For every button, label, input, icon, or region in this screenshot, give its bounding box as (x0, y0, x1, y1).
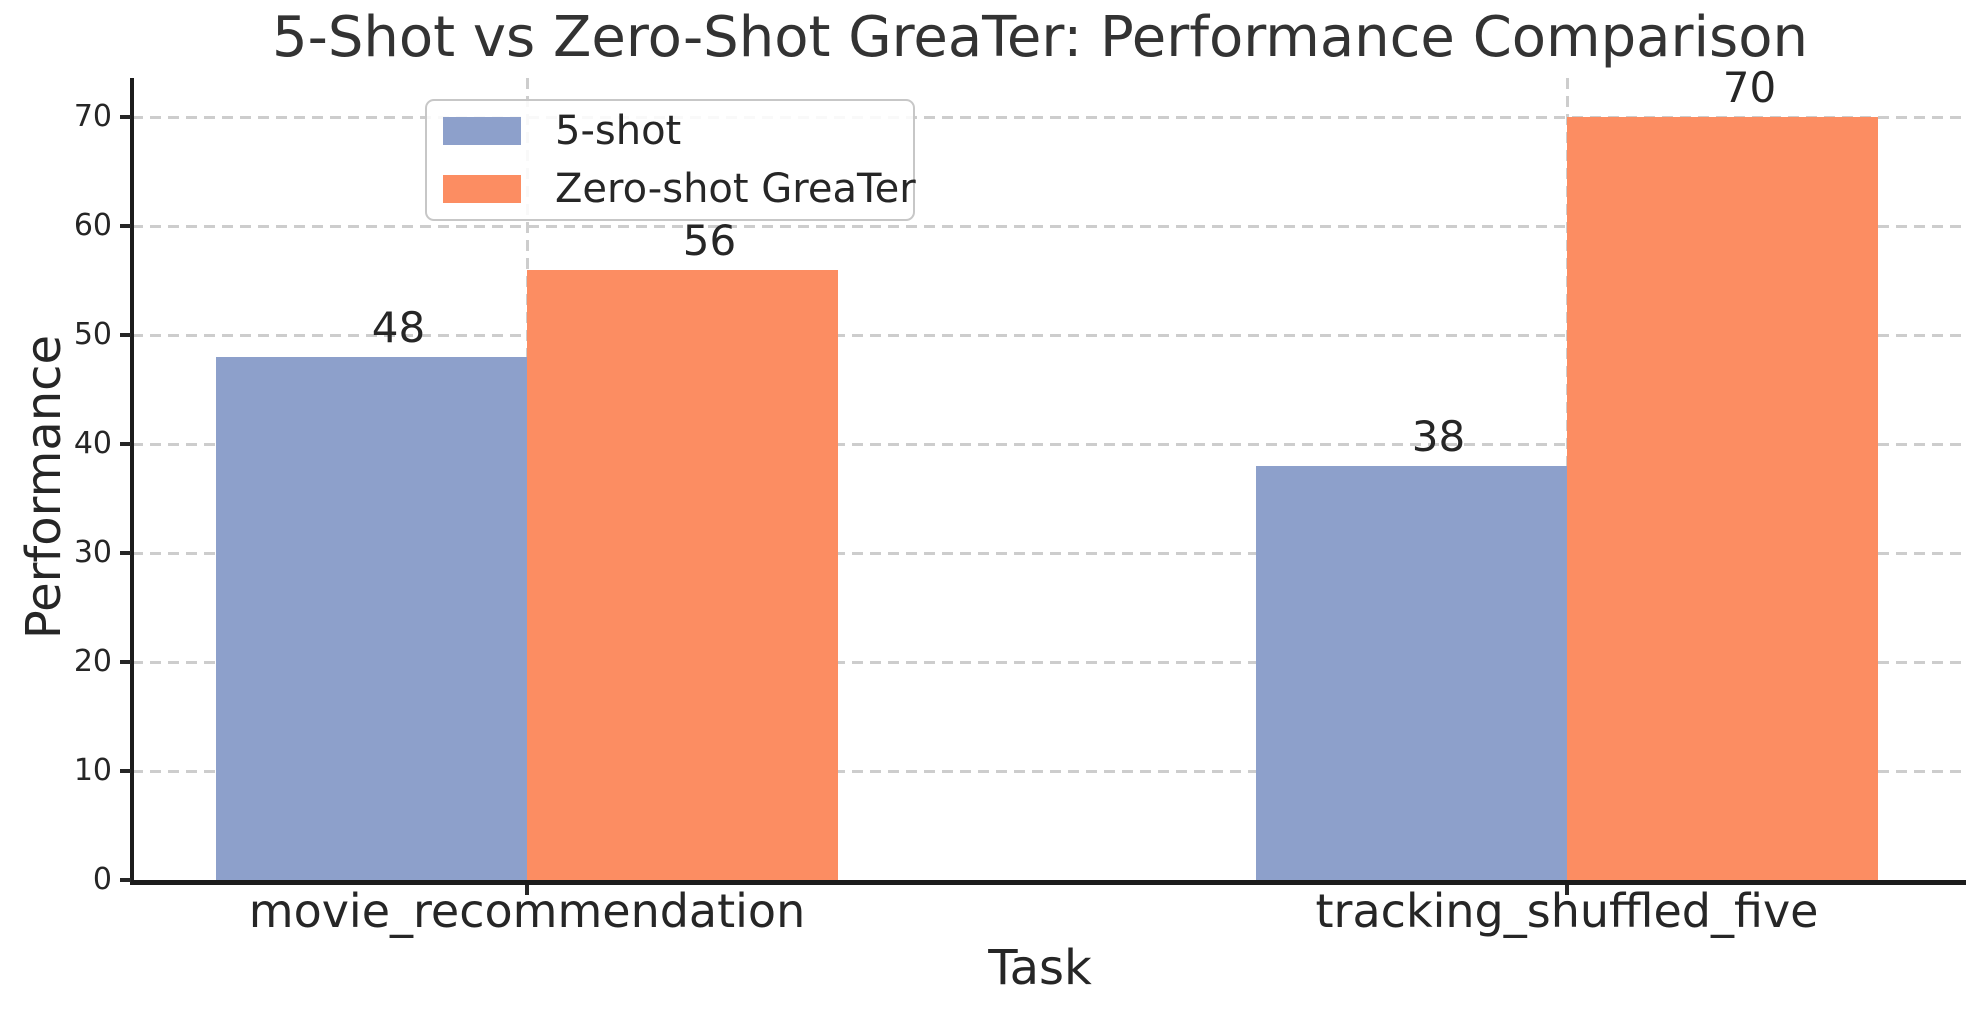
legend-swatch-icon (443, 175, 521, 203)
y-tick-label: 60 (73, 208, 112, 243)
y-tick-mark (120, 115, 131, 119)
y-tick-label: 70 (73, 99, 112, 134)
x-tick-mark (1565, 885, 1569, 895)
legend-swatch-icon (443, 117, 521, 145)
bar-value-label: 70 (1722, 63, 1777, 112)
y-tick-label: 50 (73, 317, 112, 352)
gridline-horizontal (132, 442, 1962, 446)
bar-5-shot-tracking_shuffled_five (1256, 465, 1567, 880)
chart-title: 5-Shot vs Zero-Shot GreaTer: Performance… (272, 5, 1808, 70)
y-tick-label: 30 (73, 535, 112, 570)
gridline-horizontal (132, 769, 1962, 773)
bar-zero-shot-greater-movie_recommendation (527, 269, 838, 880)
y-tick-label: 0 (92, 862, 112, 897)
x-axis-label: Task (988, 940, 1092, 996)
gridline-horizontal (132, 224, 1962, 228)
x-axis-spine (130, 880, 1966, 885)
y-tick-label: 10 (73, 753, 112, 788)
y-axis-label: Performance (16, 334, 72, 640)
x-tick-label: movie_recommendation (248, 884, 806, 938)
y-tick-mark (120, 224, 131, 228)
y-tick-mark (120, 660, 131, 664)
legend-label: Zero-shot GreaTer (555, 166, 916, 212)
y-tick-mark (120, 442, 131, 446)
legend-item: 5-shot (443, 111, 913, 151)
y-tick-mark (120, 878, 131, 882)
gridline-horizontal (132, 333, 1962, 337)
bar-value-label: 38 (1411, 411, 1466, 461)
x-tick-label: tracking_shuffled_five (1315, 884, 1819, 938)
bar-value-label: 48 (371, 302, 426, 352)
legend-item: Zero-shot GreaTer (443, 166, 916, 212)
y-tick-mark (120, 769, 131, 773)
gridline-horizontal (132, 551, 1962, 555)
gridline-horizontal (132, 660, 1962, 664)
legend: 5-shot Zero-shot GreaTer (425, 99, 916, 221)
y-tick-mark (120, 333, 131, 337)
legend-label: 5-shot (555, 108, 682, 154)
gridline-horizontal (132, 115, 1962, 119)
bar-zero-shot-greater-tracking_shuffled_five (1567, 117, 1878, 880)
y-tick-label: 20 (73, 644, 112, 679)
y-axis-spine (130, 78, 134, 885)
bar-5-shot-movie_recommendation (216, 356, 527, 880)
bar-value-label: 56 (682, 215, 737, 265)
x-tick-mark (525, 885, 529, 895)
y-tick-mark (120, 551, 131, 555)
y-tick-label: 40 (73, 426, 112, 461)
